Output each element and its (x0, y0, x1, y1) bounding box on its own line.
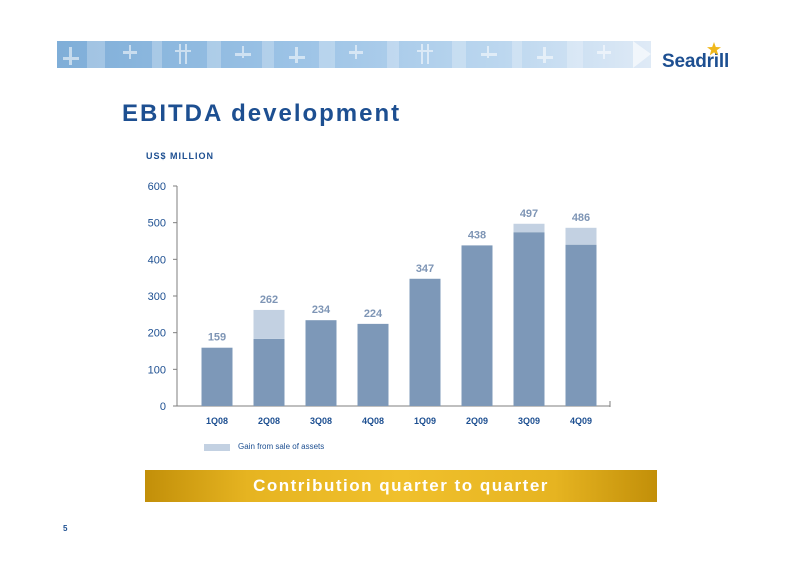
y-tick-label: 600 (148, 181, 166, 193)
bar-value-label: 486 (572, 212, 590, 224)
x-tick-label: 1Q09 (414, 416, 436, 426)
bar-ebitda (461, 245, 493, 406)
y-tick-label: 200 (148, 328, 166, 340)
bar-ebitda (409, 278, 441, 406)
rig-silhouettes-decoration (63, 41, 651, 68)
legend-label-gain: Gain from sale of assets (238, 442, 325, 451)
y-tick-label: 100 (148, 364, 166, 376)
bar-ebitda (201, 347, 233, 406)
x-tick-label: 4Q08 (362, 416, 384, 426)
y-tick-label: 500 (148, 218, 166, 230)
ebitda-bar-chart: 0 100 200 300 400 500 600 159 1Q08 262 2Q08 234 3Q08… (148, 181, 611, 426)
x-tick-label: 3Q09 (518, 416, 540, 426)
header-banner (57, 41, 651, 68)
bar-value-label: 159 (208, 332, 226, 344)
bar-ebitda (513, 232, 545, 406)
footer-text: Contribution quarter to quarter (253, 476, 549, 495)
bar-value-label: 262 (260, 294, 278, 306)
y-tick-label: 400 (148, 254, 166, 266)
x-tick-label: 2Q09 (466, 416, 488, 426)
bar-ebitda (565, 244, 597, 406)
x-tick-label: 1Q08 (206, 416, 228, 426)
x-tick-label: 4Q09 (570, 416, 592, 426)
bar-value-label: 347 (416, 263, 434, 275)
y-tick-label: 0 (160, 401, 166, 413)
logo-text: Seadrill (662, 51, 730, 72)
legend-swatch-gain (204, 444, 230, 451)
y-tick-label: 300 (148, 291, 166, 303)
seadrill-logo: Seadrill (662, 42, 734, 72)
bar-value-label: 438 (468, 229, 486, 241)
bar-value-label: 224 (364, 308, 383, 320)
bar-gain-from-sale (513, 223, 545, 233)
footer-band: Contribution quarter to quarter (145, 470, 657, 502)
bar-value-label: 497 (520, 208, 538, 220)
bar-ebitda (357, 323, 389, 406)
unit-label: US$ MILLION (146, 151, 215, 161)
bar-ebitda (305, 320, 337, 406)
page-number: 5 (63, 524, 68, 533)
bar-gain-from-sale (253, 309, 285, 339)
x-tick-label: 3Q08 (310, 416, 332, 426)
bar-value-label: 234 (312, 304, 331, 316)
slide-title: EBITDA development (122, 100, 402, 127)
x-tick-label: 2Q08 (258, 416, 280, 426)
bar-gain-from-sale (565, 227, 597, 245)
bar-ebitda (253, 338, 285, 406)
star-icon (707, 42, 721, 56)
